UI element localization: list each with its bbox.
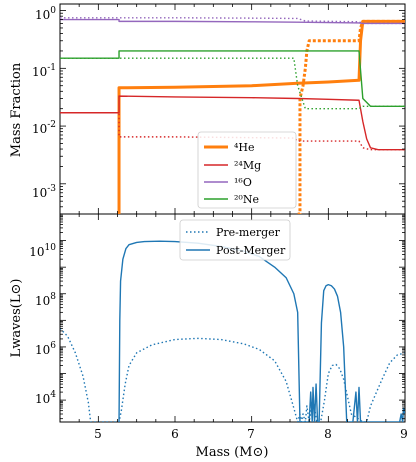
top-series-0 <box>117 19 405 214</box>
xlabel: Mass (M⊙) <box>196 445 269 460</box>
ticks-layer <box>59 4 406 422</box>
top-series-6 <box>60 50 405 107</box>
top-ytick-label-3: 10-3 <box>32 184 56 200</box>
bottom-ytick-label-6: 106 <box>35 341 56 357</box>
xtick-label-8: 8 <box>324 427 332 441</box>
legend-label-ne20: ²⁰Ne <box>234 193 259 206</box>
bottom-ytick-label-8: 108 <box>35 292 56 308</box>
top-ytick-label-0: 100 <box>35 6 56 22</box>
xtick-label-7: 7 <box>247 427 255 441</box>
legend-label-pre-merger: Pre-merger <box>216 226 281 239</box>
legend-label-o16: ¹⁶O <box>234 176 252 189</box>
top-series-7 <box>60 57 405 110</box>
bottom-series-layer <box>60 240 405 422</box>
legend-label-mg24: ²⁴Mg <box>234 159 261 172</box>
bottom-ytick-label-4: 104 <box>35 390 56 406</box>
top-series-1 <box>297 19 405 214</box>
top-series-4 <box>60 18 405 25</box>
legend-label-post-merger: Post-Merger <box>216 244 286 257</box>
bottom-series-1 <box>118 240 405 422</box>
top-legend: ⁴He ²⁴Mg ¹⁶O ²⁰Ne <box>197 131 297 209</box>
xtick-label-6: 6 <box>171 427 179 441</box>
top-series-2 <box>60 95 405 151</box>
bottom-series-0 <box>60 327 405 422</box>
bottom-ytick-label-10: 1010 <box>29 243 56 259</box>
xtick-label-5: 5 <box>94 427 102 441</box>
legend-label-he4: ⁴He <box>234 141 255 154</box>
xtick-label-9: 9 <box>400 427 408 441</box>
bottom-ylabel: Lwaves(L⊙) <box>9 279 24 358</box>
top-ytick-label-1: 10-1 <box>32 63 56 79</box>
top-ylabel: Mass Fraction <box>9 62 24 157</box>
bottom-legend: Pre-merger Post-Merger <box>179 219 291 261</box>
top-legend-box <box>197 131 297 209</box>
top-ytick-label-2: 10-2 <box>32 120 56 136</box>
